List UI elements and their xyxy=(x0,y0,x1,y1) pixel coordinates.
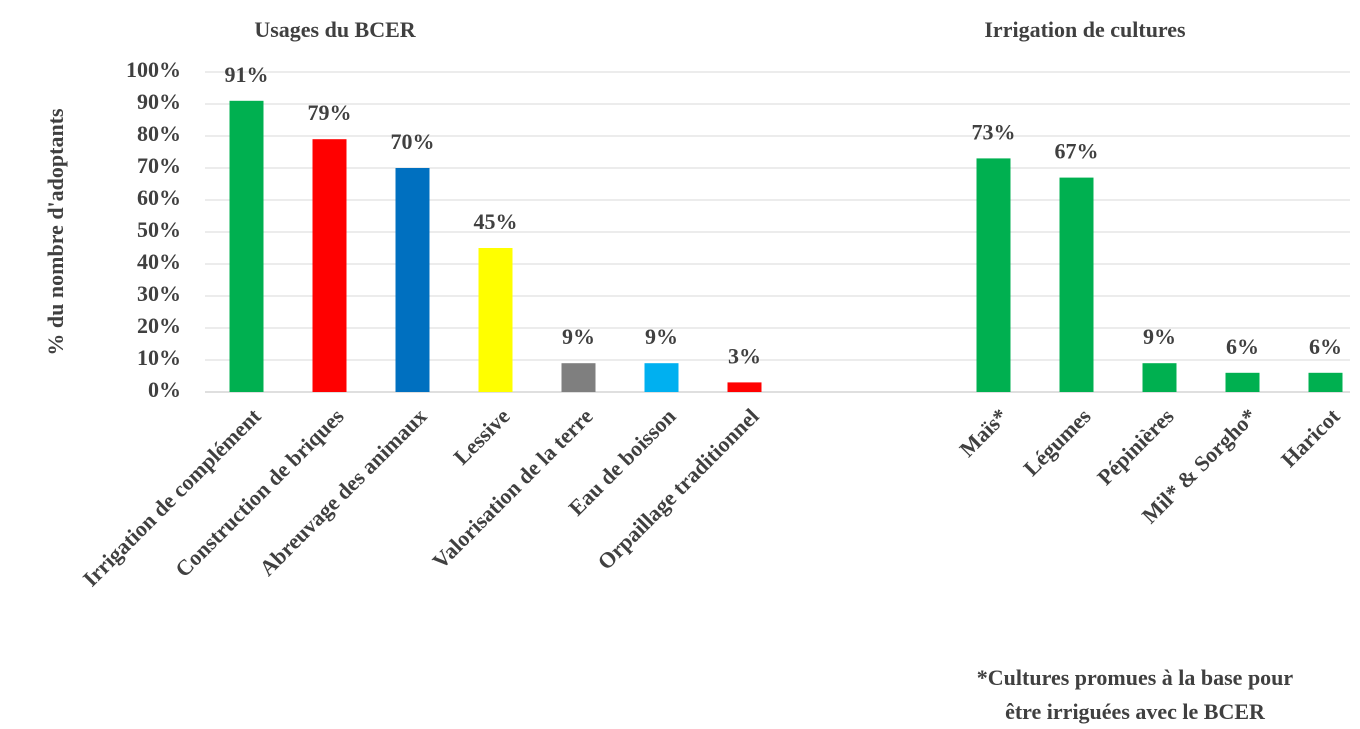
y-tick-label: 50% xyxy=(137,217,181,242)
value-label: 3% xyxy=(728,343,761,368)
bar xyxy=(1059,177,1094,392)
value-label: 6% xyxy=(1309,334,1342,359)
value-label: 6% xyxy=(1226,334,1259,359)
y-axis-label: % du nombre d'adoptants xyxy=(43,108,68,356)
value-label: 79% xyxy=(308,100,352,125)
value-label: 91% xyxy=(225,62,269,87)
bar xyxy=(1308,372,1343,392)
x-tick-label: Construction de briques xyxy=(170,403,349,582)
bar xyxy=(1142,363,1177,392)
bar xyxy=(1225,372,1260,392)
x-tick-label: Valorisation de la terre xyxy=(427,403,597,573)
x-tick-label: Lessive xyxy=(449,403,515,469)
y-tick-label: 0% xyxy=(148,377,181,402)
x-tick-label: Légumes xyxy=(1018,403,1096,481)
y-tick-label: 10% xyxy=(137,345,181,370)
note: *Cultures promues à la base pour xyxy=(977,665,1294,690)
bar xyxy=(976,158,1011,392)
value-label: 9% xyxy=(1143,324,1176,349)
value-label: 9% xyxy=(562,324,595,349)
x-tick-label: Maïs* xyxy=(954,403,1012,461)
x-tick-label: Haricot xyxy=(1276,403,1345,472)
y-tick-label: 100% xyxy=(126,57,181,82)
bar xyxy=(312,139,347,392)
bar xyxy=(644,363,679,392)
x-tick-label: Pépinières xyxy=(1092,403,1179,490)
bar xyxy=(478,248,513,392)
value-label: 70% xyxy=(391,129,435,154)
y-tick-label: 20% xyxy=(137,313,181,338)
chart-title: Irrigation de cultures xyxy=(984,17,1186,42)
note: être irriguées avec le BCER xyxy=(1005,699,1266,724)
bar xyxy=(229,100,264,393)
value-label: 45% xyxy=(474,209,518,234)
bar xyxy=(395,168,430,392)
y-tick-label: 40% xyxy=(137,249,181,274)
chart-title: Usages du BCER xyxy=(254,17,416,42)
y-tick-label: 90% xyxy=(137,89,181,114)
x-tick-label: Orpaillage traditionnel xyxy=(593,403,764,574)
x-tick-label: Abreuvage des animaux xyxy=(254,403,431,580)
value-label: 67% xyxy=(1055,139,1099,164)
y-tick-label: 60% xyxy=(137,185,181,210)
value-label: 73% xyxy=(972,119,1016,144)
bar xyxy=(561,363,596,392)
bar xyxy=(727,382,762,392)
y-tick-label: 30% xyxy=(137,281,181,306)
y-tick-label: 70% xyxy=(137,153,181,178)
y-tick-label: 80% xyxy=(137,121,181,146)
value-label: 9% xyxy=(645,324,678,349)
